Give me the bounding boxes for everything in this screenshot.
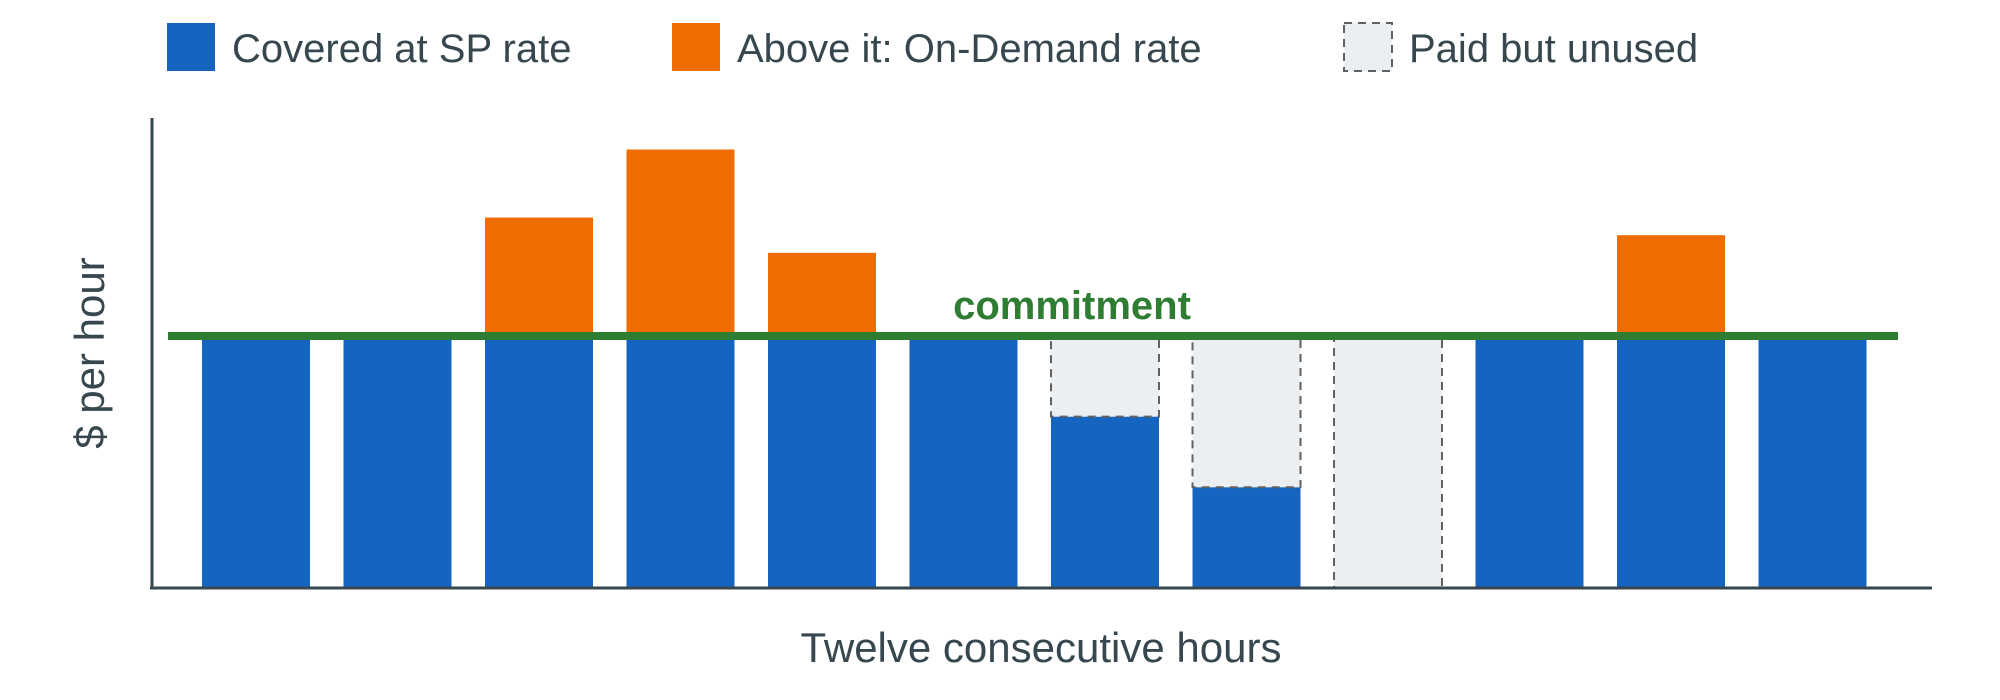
bar-hour-4-covered xyxy=(626,336,735,588)
legend-label-on-demand: Above it: On-Demand rate xyxy=(737,27,1202,71)
bar-hour-10-covered xyxy=(1475,336,1584,588)
y-axis-title: $ per hour xyxy=(66,257,113,448)
bar-hour-7-covered xyxy=(1051,416,1159,588)
bar-hour-12-covered xyxy=(1758,336,1867,588)
bar-hour-8-unused xyxy=(1191,335,1302,489)
legend-swatch-covered xyxy=(167,23,215,71)
bar-hour-8-covered xyxy=(1192,487,1301,588)
legend-swatch-unused xyxy=(1343,22,1393,72)
bar-hour-3-covered xyxy=(485,336,593,588)
legend-item-covered: Covered at SP rate xyxy=(167,23,571,71)
legend-item-unused: Paid but unused xyxy=(1343,22,1698,72)
bar-hour-3-on-demand xyxy=(485,217,593,336)
bar-hour-2-covered xyxy=(343,336,452,588)
bar-hour-9-unused xyxy=(1333,335,1443,589)
bars xyxy=(202,149,1867,589)
bar-hour-11-on-demand xyxy=(1617,235,1725,336)
legend-item-on-demand: Above it: On-Demand rate xyxy=(672,23,1202,71)
bar-hour-4-on-demand xyxy=(626,149,735,336)
legend-label-covered: Covered at SP rate xyxy=(232,27,571,71)
bar-hour-5-on-demand xyxy=(768,252,876,336)
legend-swatch-on-demand xyxy=(672,23,720,71)
bar-hour-6-covered xyxy=(909,336,1018,588)
bar-hour-7-unused xyxy=(1050,335,1160,418)
bar-hour-1-covered xyxy=(202,336,310,588)
x-axis-title: Twelve consecutive hours xyxy=(801,624,1282,671)
commitment-label: commitment xyxy=(953,284,1191,328)
bar-hour-11-covered xyxy=(1617,336,1725,588)
legend-label-unused: Paid but unused xyxy=(1409,27,1698,71)
bar-hour-5-covered xyxy=(768,336,876,588)
legend: Covered at SP rate Above it: On-Demand r… xyxy=(167,22,1698,72)
